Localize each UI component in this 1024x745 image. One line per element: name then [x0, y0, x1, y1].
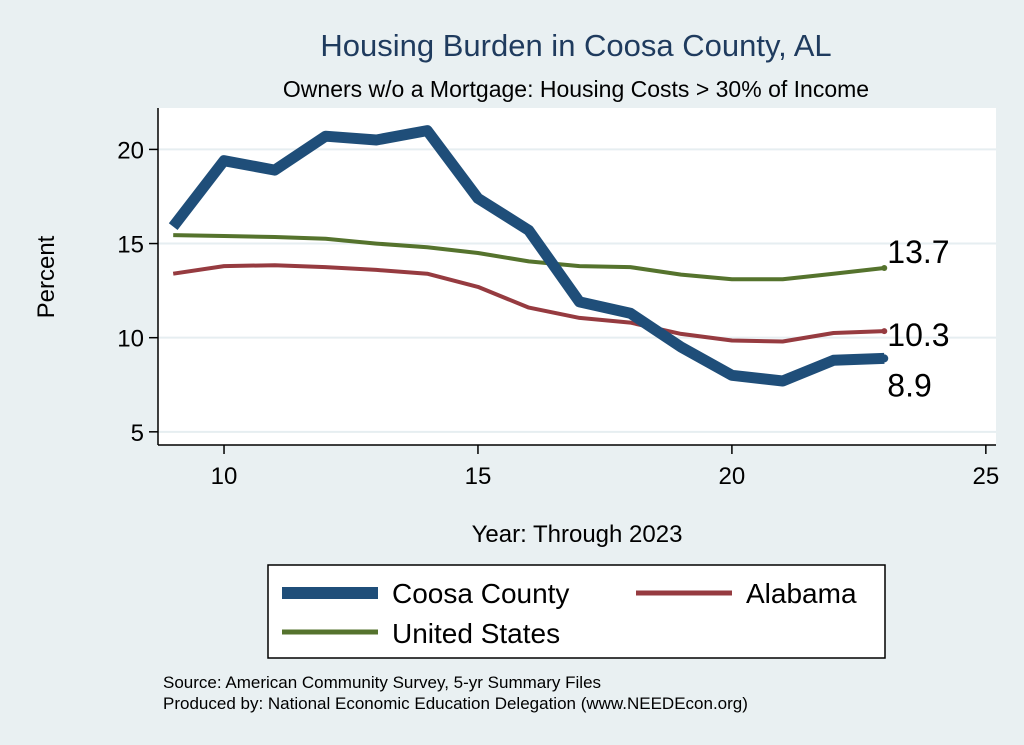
- producer-note: Produced by: National Economic Education…: [163, 694, 748, 713]
- series-line-united-states: [173, 233, 885, 282]
- x-tick-label-20: 20: [719, 463, 746, 490]
- chart-subtitle: Owners w/o a Mortgage: Housing Costs > 3…: [283, 76, 869, 102]
- x-tick-label-10: 10: [211, 463, 238, 490]
- end-label-coosa-county: 8.9: [887, 367, 931, 403]
- y-tick-label-15: 15: [117, 232, 144, 259]
- x-tick-label-15: 15: [465, 463, 492, 490]
- series-lines: [168, 125, 889, 387]
- chart-title: Housing Burden in Coosa County, AL: [320, 28, 831, 63]
- source-note: Source: American Community Survey, 5-yr …: [163, 673, 601, 692]
- y-tick-label-10: 10: [117, 326, 144, 353]
- y-axis-label: Percent: [33, 235, 60, 318]
- end-point-united-states: [881, 265, 888, 272]
- legend: Coosa County Alabama United States: [267, 564, 886, 659]
- end-label-alabama: 10.3: [887, 317, 949, 353]
- y-tick-label-5: 5: [131, 420, 144, 447]
- legend-label-alabama: Alabama: [746, 578, 857, 609]
- end-label-united-states: 13.7: [887, 234, 949, 270]
- plot-area: [158, 108, 996, 445]
- legend-box: [267, 564, 886, 659]
- end-point-alabama: [881, 328, 888, 335]
- legend-label-united-states: United States: [392, 618, 560, 649]
- end-labels: 8.9 10.3 13.7: [887, 234, 949, 403]
- end-point-coosa-county: [880, 354, 889, 363]
- axes: 5 10 15 20 10 15 20 25: [117, 108, 999, 490]
- x-tick-label-25: 25: [972, 463, 999, 490]
- y-tick-label-20: 20: [117, 137, 144, 164]
- legend-label-coosa-county: Coosa County: [392, 578, 569, 609]
- series-line-coosa-county: [168, 125, 885, 387]
- x-axis-label: Year: Through 2023: [472, 521, 683, 548]
- series-line-alabama: [172, 263, 885, 344]
